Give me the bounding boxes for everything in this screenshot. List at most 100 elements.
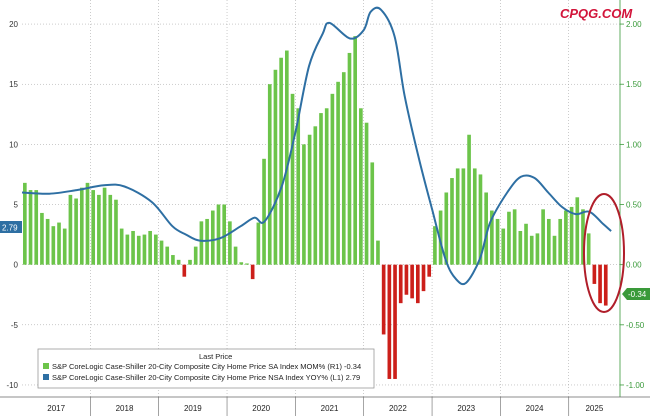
mom-bar bbox=[552, 235, 557, 265]
mom-bar bbox=[40, 212, 44, 265]
mom-bar bbox=[85, 182, 90, 265]
mom-bar bbox=[404, 264, 409, 295]
mom-bar bbox=[319, 113, 323, 265]
year-label: 2017 bbox=[47, 404, 65, 413]
mom-bar bbox=[450, 178, 454, 265]
mom-bar bbox=[222, 204, 227, 265]
right-tick-label: 2.00 bbox=[626, 20, 642, 29]
mom-bar bbox=[387, 264, 392, 379]
mom-bar bbox=[581, 209, 585, 265]
mom-bar bbox=[119, 228, 124, 265]
mom-bar bbox=[490, 210, 494, 265]
left-tick-label: 10 bbox=[9, 140, 18, 149]
mom-bar bbox=[558, 218, 563, 265]
mom-bar bbox=[410, 264, 414, 299]
mom-bar bbox=[285, 50, 289, 265]
mom-bar bbox=[159, 240, 164, 265]
mom-bar bbox=[495, 218, 500, 265]
x-axis: 2017 2018 2019 2020 2021 2022 2023 2024 2025 bbox=[0, 396, 650, 416]
mom-bar bbox=[302, 144, 306, 265]
left-last-value-label: 2.79 bbox=[2, 224, 18, 233]
mom-bar bbox=[564, 210, 568, 265]
mom-bar bbox=[171, 255, 175, 265]
yoy-line bbox=[21, 6, 612, 286]
mom-bar bbox=[199, 221, 204, 265]
mom-bar bbox=[353, 36, 357, 265]
mom-bar bbox=[478, 174, 483, 265]
legend-swatch-mom bbox=[43, 363, 49, 369]
mom-bar bbox=[267, 84, 272, 265]
right-tick-label: 1.50 bbox=[626, 80, 642, 89]
mom-bar bbox=[74, 198, 78, 265]
right-last-value-label: -0.34 bbox=[628, 290, 647, 299]
year-label: 2018 bbox=[116, 404, 134, 413]
mom-bar bbox=[603, 264, 608, 306]
mom-bar bbox=[541, 209, 545, 265]
mom-bar bbox=[501, 228, 506, 265]
mom-bar bbox=[307, 134, 312, 265]
mom-bar bbox=[427, 264, 432, 277]
mom-bar bbox=[239, 262, 244, 265]
right-tick-label: 0.50 bbox=[626, 201, 642, 210]
right-tick-label: 0.00 bbox=[626, 261, 642, 270]
mom-bar bbox=[313, 126, 318, 265]
mom-bar bbox=[598, 264, 602, 304]
mom-bar bbox=[176, 259, 181, 265]
legend-box bbox=[37, 348, 375, 389]
legend-entry-mom: S&P CoreLogic Case-Shiller 20-City Compo… bbox=[52, 362, 361, 371]
left-tick-label: 0 bbox=[14, 261, 19, 270]
highlight-circle bbox=[583, 193, 625, 313]
mom-bar bbox=[398, 264, 403, 304]
mom-bar bbox=[472, 168, 477, 265]
year-label: 2021 bbox=[321, 404, 339, 413]
mom-bar bbox=[45, 218, 50, 265]
mom-bar bbox=[592, 264, 597, 284]
mom-bar bbox=[415, 264, 420, 304]
mom-bar bbox=[136, 235, 141, 265]
mom-bar bbox=[518, 230, 523, 265]
mom-bar bbox=[62, 228, 67, 265]
mom-bar bbox=[535, 233, 540, 265]
left-tick-label: 20 bbox=[9, 20, 18, 29]
mom-bar bbox=[245, 263, 249, 265]
mom-bar bbox=[68, 194, 73, 265]
mom-bar bbox=[341, 72, 346, 265]
mom-bar bbox=[131, 230, 135, 265]
mom-bars bbox=[23, 36, 608, 379]
year-label: 2019 bbox=[184, 404, 202, 413]
mom-bar bbox=[108, 194, 113, 265]
mom-bar bbox=[364, 122, 369, 265]
mom-bar bbox=[336, 81, 340, 265]
mom-bar bbox=[216, 204, 221, 265]
mom-bar bbox=[512, 209, 517, 265]
mom-bar bbox=[57, 222, 61, 265]
mom-bar bbox=[273, 69, 278, 265]
mom-bar bbox=[79, 187, 84, 265]
left-last-value-box bbox=[0, 221, 22, 233]
left-axis-ticks: 20 15 10 5 0 -5 -10 bbox=[6, 20, 18, 390]
mom-bar bbox=[34, 190, 39, 265]
mom-bar bbox=[91, 190, 96, 265]
mom-bar bbox=[330, 93, 335, 265]
mom-bar bbox=[28, 190, 33, 265]
mom-bar bbox=[455, 168, 460, 265]
grid-lines bbox=[22, 0, 620, 397]
mom-bar bbox=[256, 222, 261, 265]
mom-bar bbox=[250, 264, 255, 280]
mom-bar bbox=[370, 162, 375, 265]
mom-bar bbox=[546, 218, 551, 265]
mom-bar bbox=[182, 264, 187, 277]
mom-bar bbox=[148, 230, 152, 265]
mom-bar bbox=[586, 233, 591, 265]
right-last-value-box bbox=[622, 288, 650, 300]
mom-bar bbox=[205, 218, 209, 265]
mom-bar bbox=[142, 234, 147, 265]
mom-bar bbox=[444, 192, 449, 265]
mom-bar bbox=[347, 52, 352, 265]
left-tick-label: -10 bbox=[6, 381, 18, 390]
mom-bar bbox=[359, 108, 363, 265]
right-axis-ticks: 2.00 1.50 1.00 0.50 0.00 -0.50 -1.00 bbox=[619, 0, 645, 397]
mom-bar bbox=[125, 234, 130, 265]
left-tick-label: -5 bbox=[11, 321, 19, 330]
